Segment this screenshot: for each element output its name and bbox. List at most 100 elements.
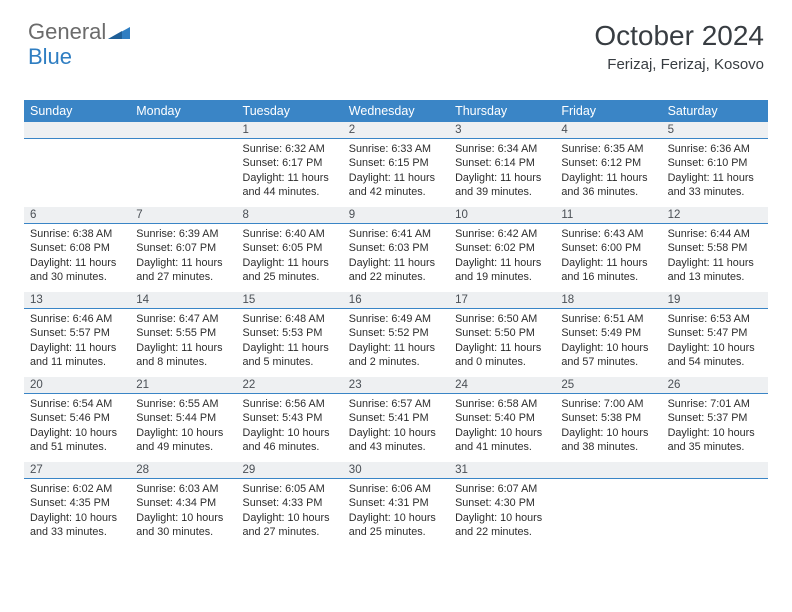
calendar-day-cell: 13Sunrise: 6:46 AMSunset: 5:57 PMDayligh… <box>24 292 130 377</box>
day-details <box>24 139 130 199</box>
sunset-text: Sunset: 4:30 PM <box>455 496 549 510</box>
sunrise-text: Sunrise: 6:50 AM <box>455 312 549 326</box>
day-number: 18 <box>555 292 661 309</box>
calendar: Sunday Monday Tuesday Wednesday Thursday… <box>24 100 768 547</box>
sunset-text: Sunset: 5:50 PM <box>455 326 549 340</box>
sunrise-text: Sunrise: 6:07 AM <box>455 482 549 496</box>
day-details: Sunrise: 6:34 AMSunset: 6:14 PMDaylight:… <box>449 139 555 207</box>
sunset-text: Sunset: 5:41 PM <box>349 411 443 425</box>
daylight-text: Daylight: 10 hours and 35 minutes. <box>668 426 762 455</box>
sunset-text: Sunset: 5:55 PM <box>136 326 230 340</box>
sunrise-text: Sunrise: 6:49 AM <box>349 312 443 326</box>
day-details: Sunrise: 6:44 AMSunset: 5:58 PMDaylight:… <box>662 224 768 292</box>
day-number: 30 <box>343 462 449 479</box>
calendar-day-cell: 28Sunrise: 6:03 AMSunset: 4:34 PMDayligh… <box>130 462 236 547</box>
daylight-text: Daylight: 10 hours and 41 minutes. <box>455 426 549 455</box>
daylight-text: Daylight: 11 hours and 11 minutes. <box>30 341 124 370</box>
calendar-day-cell: 9Sunrise: 6:41 AMSunset: 6:03 PMDaylight… <box>343 207 449 292</box>
daylight-text: Daylight: 11 hours and 27 minutes. <box>136 256 230 285</box>
day-number <box>130 122 236 139</box>
daylight-text: Daylight: 11 hours and 25 minutes. <box>243 256 337 285</box>
calendar-day-cell <box>662 462 768 547</box>
daylight-text: Daylight: 11 hours and 19 minutes. <box>455 256 549 285</box>
logo: General Blue <box>28 20 132 68</box>
calendar-day-cell <box>24 122 130 207</box>
sunrise-text: Sunrise: 6:53 AM <box>668 312 762 326</box>
day-details: Sunrise: 6:53 AMSunset: 5:47 PMDaylight:… <box>662 309 768 377</box>
day-number <box>662 462 768 479</box>
day-details: Sunrise: 6:07 AMSunset: 4:30 PMDaylight:… <box>449 479 555 547</box>
day-number: 19 <box>662 292 768 309</box>
calendar-day-cell: 8Sunrise: 6:40 AMSunset: 6:05 PMDaylight… <box>237 207 343 292</box>
day-number: 9 <box>343 207 449 224</box>
day-number <box>24 122 130 139</box>
weekday-header: Monday <box>130 100 236 122</box>
calendar-day-cell: 23Sunrise: 6:57 AMSunset: 5:41 PMDayligh… <box>343 377 449 462</box>
sunrise-text: Sunrise: 6:47 AM <box>136 312 230 326</box>
sunrise-text: Sunrise: 6:02 AM <box>30 482 124 496</box>
day-number: 31 <box>449 462 555 479</box>
day-details: Sunrise: 6:36 AMSunset: 6:10 PMDaylight:… <box>662 139 768 207</box>
day-details: Sunrise: 6:03 AMSunset: 4:34 PMDaylight:… <box>130 479 236 547</box>
sunrise-text: Sunrise: 6:41 AM <box>349 227 443 241</box>
day-number: 7 <box>130 207 236 224</box>
sunset-text: Sunset: 5:57 PM <box>30 326 124 340</box>
day-number: 14 <box>130 292 236 309</box>
day-details: Sunrise: 6:43 AMSunset: 6:00 PMDaylight:… <box>555 224 661 292</box>
day-number: 16 <box>343 292 449 309</box>
day-number: 20 <box>24 377 130 394</box>
daylight-text: Daylight: 10 hours and 25 minutes. <box>349 511 443 540</box>
calendar-day-cell: 31Sunrise: 6:07 AMSunset: 4:30 PMDayligh… <box>449 462 555 547</box>
sunrise-text: Sunrise: 6:38 AM <box>30 227 124 241</box>
sunset-text: Sunset: 6:17 PM <box>243 156 337 170</box>
sunset-text: Sunset: 5:43 PM <box>243 411 337 425</box>
daylight-text: Daylight: 11 hours and 22 minutes. <box>349 256 443 285</box>
sunrise-text: Sunrise: 6:34 AM <box>455 142 549 156</box>
day-details: Sunrise: 6:05 AMSunset: 4:33 PMDaylight:… <box>237 479 343 547</box>
calendar-day-cell: 4Sunrise: 6:35 AMSunset: 6:12 PMDaylight… <box>555 122 661 207</box>
sunset-text: Sunset: 6:08 PM <box>30 241 124 255</box>
day-number: 3 <box>449 122 555 139</box>
sunset-text: Sunset: 5:47 PM <box>668 326 762 340</box>
daylight-text: Daylight: 11 hours and 0 minutes. <box>455 341 549 370</box>
daylight-text: Daylight: 11 hours and 42 minutes. <box>349 171 443 200</box>
day-details: Sunrise: 6:57 AMSunset: 5:41 PMDaylight:… <box>343 394 449 462</box>
calendar-day-cell: 21Sunrise: 6:55 AMSunset: 5:44 PMDayligh… <box>130 377 236 462</box>
day-details: Sunrise: 6:51 AMSunset: 5:49 PMDaylight:… <box>555 309 661 377</box>
daylight-text: Daylight: 10 hours and 57 minutes. <box>561 341 655 370</box>
daylight-text: Daylight: 11 hours and 5 minutes. <box>243 341 337 370</box>
weekday-header-row: Sunday Monday Tuesday Wednesday Thursday… <box>24 100 768 122</box>
sunrise-text: Sunrise: 6:46 AM <box>30 312 124 326</box>
calendar-day-cell <box>130 122 236 207</box>
weekday-header: Tuesday <box>237 100 343 122</box>
sunrise-text: Sunrise: 6:06 AM <box>349 482 443 496</box>
sunset-text: Sunset: 5:37 PM <box>668 411 762 425</box>
sunrise-text: Sunrise: 6:56 AM <box>243 397 337 411</box>
daylight-text: Daylight: 11 hours and 44 minutes. <box>243 171 337 200</box>
daylight-text: Daylight: 10 hours and 54 minutes. <box>668 341 762 370</box>
calendar-week: 1Sunrise: 6:32 AMSunset: 6:17 PMDaylight… <box>24 122 768 207</box>
sunrise-text: Sunrise: 6:35 AM <box>561 142 655 156</box>
sunset-text: Sunset: 5:38 PM <box>561 411 655 425</box>
daylight-text: Daylight: 11 hours and 13 minutes. <box>668 256 762 285</box>
calendar-week: 20Sunrise: 6:54 AMSunset: 5:46 PMDayligh… <box>24 377 768 462</box>
calendar-day-cell <box>555 462 661 547</box>
weekday-header: Friday <box>555 100 661 122</box>
logo-triangle-icon <box>106 22 132 45</box>
calendar-day-cell: 14Sunrise: 6:47 AMSunset: 5:55 PMDayligh… <box>130 292 236 377</box>
day-number: 6 <box>24 207 130 224</box>
day-details: Sunrise: 6:42 AMSunset: 6:02 PMDaylight:… <box>449 224 555 292</box>
sunrise-text: Sunrise: 6:03 AM <box>136 482 230 496</box>
day-number: 28 <box>130 462 236 479</box>
daylight-text: Daylight: 10 hours and 51 minutes. <box>30 426 124 455</box>
daylight-text: Daylight: 11 hours and 2 minutes. <box>349 341 443 370</box>
day-details <box>662 479 768 539</box>
day-details: Sunrise: 6:50 AMSunset: 5:50 PMDaylight:… <box>449 309 555 377</box>
sunset-text: Sunset: 6:10 PM <box>668 156 762 170</box>
sunrise-text: Sunrise: 6:32 AM <box>243 142 337 156</box>
sunrise-text: Sunrise: 6:36 AM <box>668 142 762 156</box>
calendar-day-cell: 1Sunrise: 6:32 AMSunset: 6:17 PMDaylight… <box>237 122 343 207</box>
sunrise-text: Sunrise: 6:42 AM <box>455 227 549 241</box>
daylight-text: Daylight: 11 hours and 33 minutes. <box>668 171 762 200</box>
calendar-day-cell: 12Sunrise: 6:44 AMSunset: 5:58 PMDayligh… <box>662 207 768 292</box>
